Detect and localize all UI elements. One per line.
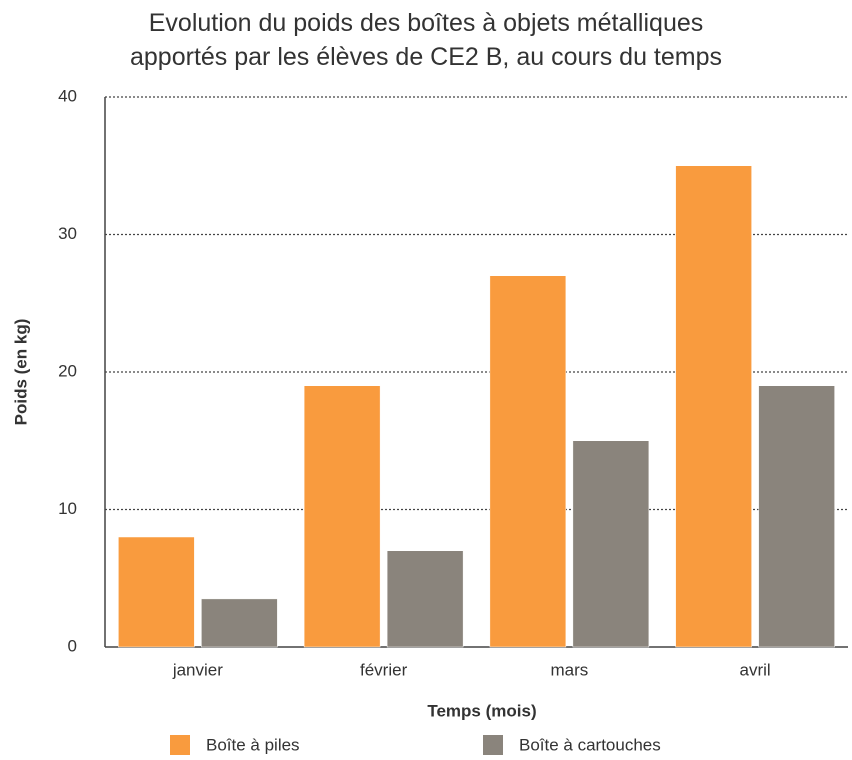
y-axis-label: Poids (en kg)	[11, 319, 30, 426]
bar	[758, 385, 835, 648]
bar	[489, 275, 567, 648]
bar	[303, 385, 381, 648]
x-tick-label: janvier	[172, 660, 223, 679]
bar	[386, 550, 464, 648]
x-tick-label: mars	[550, 660, 588, 679]
y-tick-label: 40	[58, 86, 77, 105]
y-tick-label: 20	[58, 361, 77, 380]
y-tick-label: 0	[68, 636, 77, 655]
x-tick-label: avril	[740, 660, 771, 679]
x-axis-label: Temps (mois)	[427, 701, 536, 720]
legend-swatch	[483, 735, 503, 755]
bar	[675, 165, 752, 648]
legend-label: Boîte à piles	[206, 735, 300, 754]
bar	[572, 440, 650, 648]
legend-swatch	[170, 735, 190, 755]
y-tick-label: 30	[58, 224, 77, 243]
bar	[118, 536, 195, 648]
chart-title: Evolution du poids des boîtes à objets m…	[130, 9, 722, 71]
x-tick-label: février	[360, 660, 408, 679]
y-tick-label: 10	[58, 499, 77, 518]
bar	[201, 598, 278, 648]
legend-label: Boîte à cartouches	[519, 735, 661, 754]
